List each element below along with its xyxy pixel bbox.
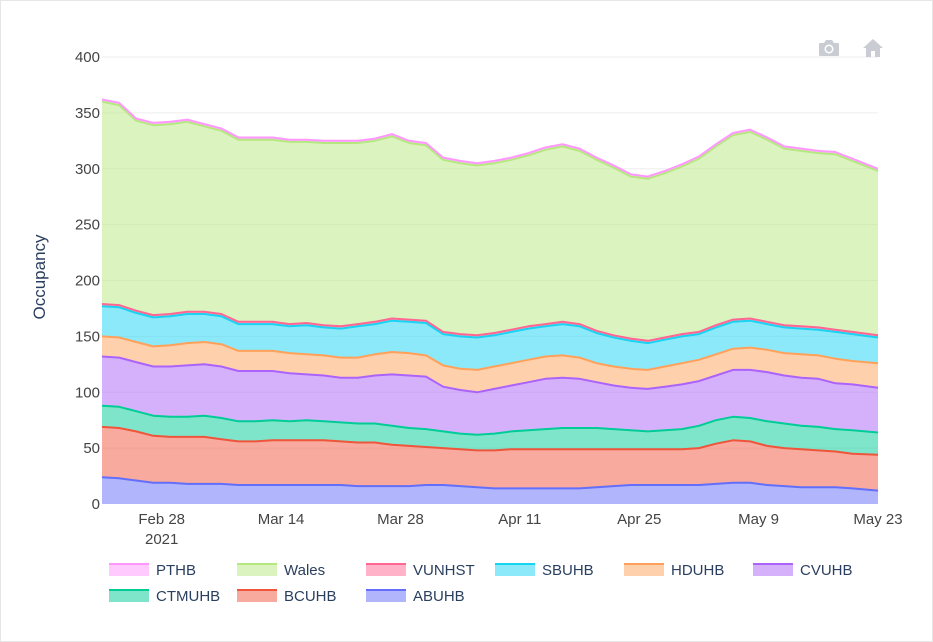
area-bcuhb <box>102 426 878 491</box>
legend-item-bcuhb[interactable]: BCUHB <box>237 588 337 605</box>
y-tick-label: 350 <box>75 105 100 122</box>
legend-swatch <box>237 564 277 576</box>
area-wales <box>102 101 878 341</box>
x-tick-label: Apr 25 <box>617 511 661 528</box>
line-hduhb <box>101 335 879 371</box>
y-tick-label: 200 <box>75 273 100 290</box>
area-sbuhb <box>102 306 878 370</box>
legend-item-wales[interactable]: Wales <box>237 562 325 579</box>
series-areas <box>102 99 878 504</box>
legend-item-sbuhb[interactable]: SBUHB <box>495 562 594 579</box>
legend-label: ABUHB <box>413 588 465 605</box>
legend-swatch <box>109 590 149 602</box>
line-abuhb <box>101 476 879 492</box>
legend-label: SBUHB <box>542 562 594 579</box>
series-lines <box>101 98 879 492</box>
x-tick-label: Feb 28 <box>138 511 185 528</box>
legend-label: BCUHB <box>284 588 337 605</box>
line-cvuhb <box>101 355 879 394</box>
legend-swatch <box>366 590 406 602</box>
x-tick-sublabel: 2021 <box>145 531 178 548</box>
y-tick-label: 250 <box>75 217 100 234</box>
line-vunhst <box>101 303 879 342</box>
legend-swatch <box>109 564 149 576</box>
area-cvuhb <box>102 356 878 435</box>
legend-label: VUNHST <box>413 562 475 579</box>
legend-swatch <box>753 564 793 576</box>
legend-item-ctmuhb[interactable]: CTMUHB <box>109 588 220 605</box>
x-tick-label: May 9 <box>738 511 779 528</box>
area-hduhb <box>102 336 878 393</box>
legend-swatch <box>366 564 406 576</box>
legend-swatch <box>624 564 664 576</box>
y-tick-label: 100 <box>75 384 100 401</box>
camera-icon[interactable] <box>817 37 841 59</box>
home-icon[interactable] <box>861 37 885 59</box>
legend-swatch <box>495 564 535 576</box>
legend-item-hduhb[interactable]: HDUHB <box>624 562 724 579</box>
legend-item-vunhst[interactable]: VUNHST <box>366 562 475 579</box>
x-axis-ticks: Feb 28 2021 Mar 14 Mar 28 Apr 11 Apr 25 May 9 M… <box>138 511 902 548</box>
legend-label: Wales <box>284 562 325 579</box>
line-wales <box>101 100 879 180</box>
y-tick-label: 150 <box>75 328 100 345</box>
line-bcuhb <box>101 425 879 456</box>
legend[interactable]: PTHB Wales VUNHST SBUHB HDUHB CVUHB CTMUHB BCUH… <box>109 562 853 605</box>
y-tick-label: 400 <box>75 49 100 66</box>
line-pthb <box>101 98 879 178</box>
line-sbuhb <box>101 305 879 345</box>
area-abuhb <box>102 477 878 504</box>
area-ctmuhb <box>102 405 878 455</box>
y-axis-ticks: 0 50 100 150 200 250 300 350 400 <box>75 49 100 513</box>
x-tick-label: Apr 11 <box>498 511 541 528</box>
legend-swatch <box>237 590 277 602</box>
x-tick-label: Mar 28 <box>377 511 424 528</box>
x-tick-label: Mar 14 <box>258 511 305 528</box>
legend-label: PTHB <box>156 562 196 579</box>
y-tick-label: 0 <box>92 496 100 513</box>
y-tick-label: 50 <box>83 440 100 457</box>
legend-label: CTMUHB <box>156 588 220 605</box>
legend-label: HDUHB <box>671 562 724 579</box>
legend-item-cvuhb[interactable]: CVUHB <box>753 562 853 579</box>
legend-label: CVUHB <box>800 562 853 579</box>
line-ctmuhb <box>101 404 879 436</box>
legend-item-pthb[interactable]: PTHB <box>109 562 196 579</box>
x-tick-label: May 23 <box>853 511 902 528</box>
y-tick-label: 300 <box>75 161 100 178</box>
legend-item-abuhb[interactable]: ABUHB <box>366 588 465 605</box>
y-axis-title: Occupancy <box>30 234 49 320</box>
